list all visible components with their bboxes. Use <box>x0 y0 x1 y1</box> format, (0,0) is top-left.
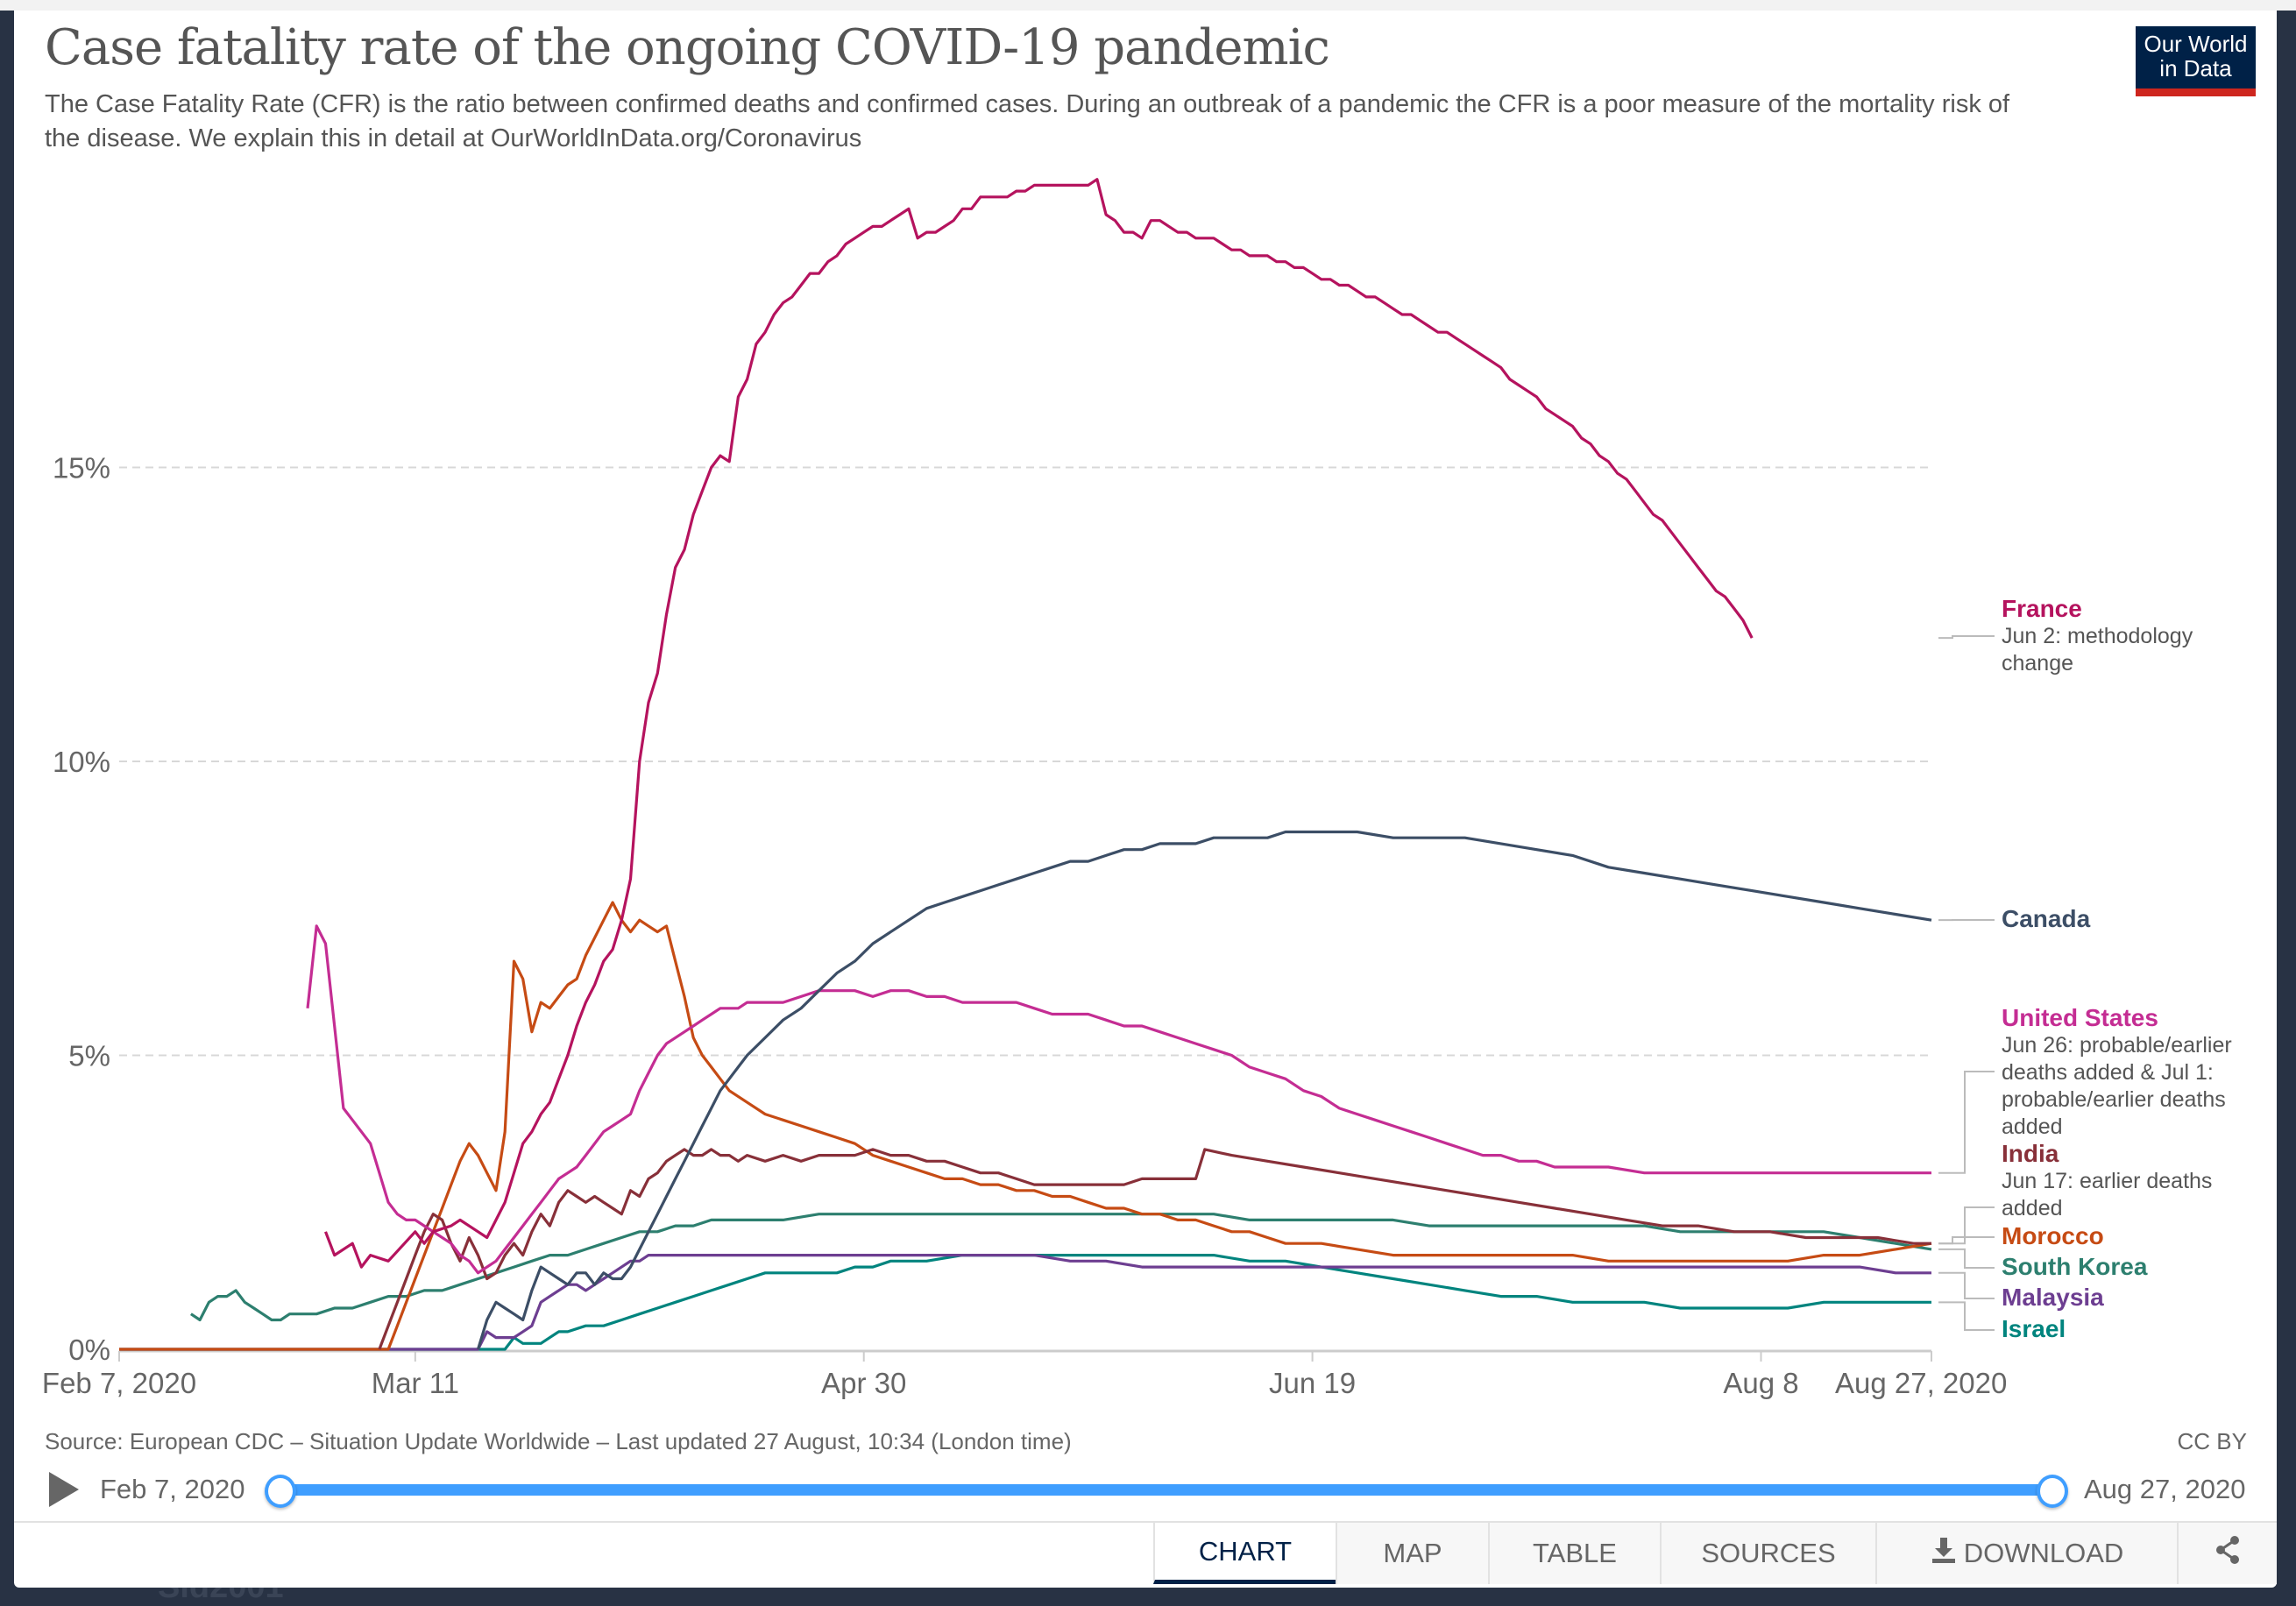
series-line-morocco[interactable] <box>119 902 1931 1349</box>
share-icon <box>2215 1535 2241 1572</box>
label-connector <box>1938 1302 1995 1330</box>
series-label-canada[interactable]: Canada <box>1938 905 2091 932</box>
series-name: Morocco <box>2002 1222 2104 1249</box>
series-note: deaths added & Jul 1: <box>2002 1060 2214 1085</box>
series-note: change <box>2002 651 2073 676</box>
series-line-malaysia[interactable] <box>119 1256 1931 1349</box>
y-tick-label: 0% <box>68 1334 110 1366</box>
series-line-canada[interactable] <box>478 832 1932 1350</box>
y-axis: 0% 5% 10% 15% <box>53 452 110 1367</box>
timeline-slider-track[interactable] <box>279 1484 2051 1496</box>
timeline-end-date: Aug 27, 2020 <box>2084 1474 2245 1505</box>
download-icon <box>1931 1536 1957 1571</box>
series-name: France <box>2002 595 2082 622</box>
series-note: added <box>2002 1196 2063 1220</box>
series-name: Israel <box>2002 1315 2066 1342</box>
tab-chart[interactable]: CHART <box>1153 1523 1336 1584</box>
series-lines <box>119 180 1931 1349</box>
tab-table[interactable]: TABLE <box>1488 1523 1660 1584</box>
series-name: Canada <box>2002 905 2091 932</box>
series-note: Jun 2: methodology <box>2002 624 2193 648</box>
series-note: probable/earlier deaths <box>2002 1087 2226 1112</box>
label-connector <box>1938 1237 1995 1243</box>
series-note: Jun 17: earlier deaths <box>2002 1169 2212 1193</box>
tab-download[interactable]: DOWNLOAD <box>1875 1523 2177 1584</box>
tab-download-label: DOWNLOAD <box>1964 1538 2124 1569</box>
x-axis: Feb 7, 2020 Mar 11 Apr 30 Jun 19 Aug 8 Aug 27… <box>42 1351 2007 1399</box>
series-line-india[interactable] <box>379 1150 1931 1349</box>
play-icon[interactable] <box>49 1472 79 1507</box>
tab-map-label: MAP <box>1383 1538 1442 1569</box>
tab-map[interactable]: MAP <box>1336 1523 1488 1584</box>
series-line-israel[interactable] <box>119 1256 1931 1349</box>
timeline-start-date: Feb 7, 2020 <box>100 1474 244 1505</box>
label-connector <box>1938 636 1995 638</box>
tab-sources[interactable]: SOURCES <box>1660 1523 1875 1584</box>
y-tick-label: 10% <box>53 746 110 778</box>
label-connector <box>1938 1072 1995 1173</box>
series-label-south-korea[interactable]: South Korea <box>1938 1249 2148 1280</box>
x-tick-label: Aug 8 <box>1723 1367 1798 1399</box>
series-line-france[interactable] <box>326 180 1753 1267</box>
x-tick-label: Apr 30 <box>821 1367 906 1399</box>
y-tick-label: 15% <box>53 452 110 485</box>
source-note: Source: European CDC – Situation Update … <box>45 1428 1072 1455</box>
y-tick-label: 5% <box>68 1040 110 1072</box>
x-tick-label: Mar 11 <box>372 1367 459 1399</box>
timeline-start-handle[interactable] <box>265 1475 296 1508</box>
series-name: Malaysia <box>2002 1284 2104 1311</box>
timeline-end-handle[interactable] <box>2037 1475 2068 1508</box>
tab-chart-label: CHART <box>1199 1536 1292 1567</box>
x-tick-label: Aug 27, 2020 <box>1835 1367 2007 1399</box>
series-note: Jun 26: probable/earlier <box>2002 1033 2232 1058</box>
tab-table-label: TABLE <box>1533 1538 1617 1569</box>
x-tick-label: Feb 7, 2020 <box>42 1367 196 1399</box>
label-connector <box>1938 1249 1995 1268</box>
label-connector <box>1938 1273 1995 1298</box>
series-label-morocco[interactable]: Morocco <box>1938 1222 2104 1249</box>
series-note: added <box>2002 1114 2063 1139</box>
share-button[interactable] <box>2177 1523 2277 1584</box>
tab-sources-label: SOURCES <box>1701 1538 1835 1569</box>
x-tick-label: Jun 19 <box>1269 1367 1356 1399</box>
series-name: India <box>2002 1140 2059 1167</box>
series-name: United States <box>2002 1004 2158 1031</box>
license-link[interactable]: CC BY <box>2178 1428 2247 1455</box>
series-name: South Korea <box>2002 1253 2148 1280</box>
label-connector <box>1938 1207 1995 1243</box>
y-grid <box>119 468 1931 1056</box>
